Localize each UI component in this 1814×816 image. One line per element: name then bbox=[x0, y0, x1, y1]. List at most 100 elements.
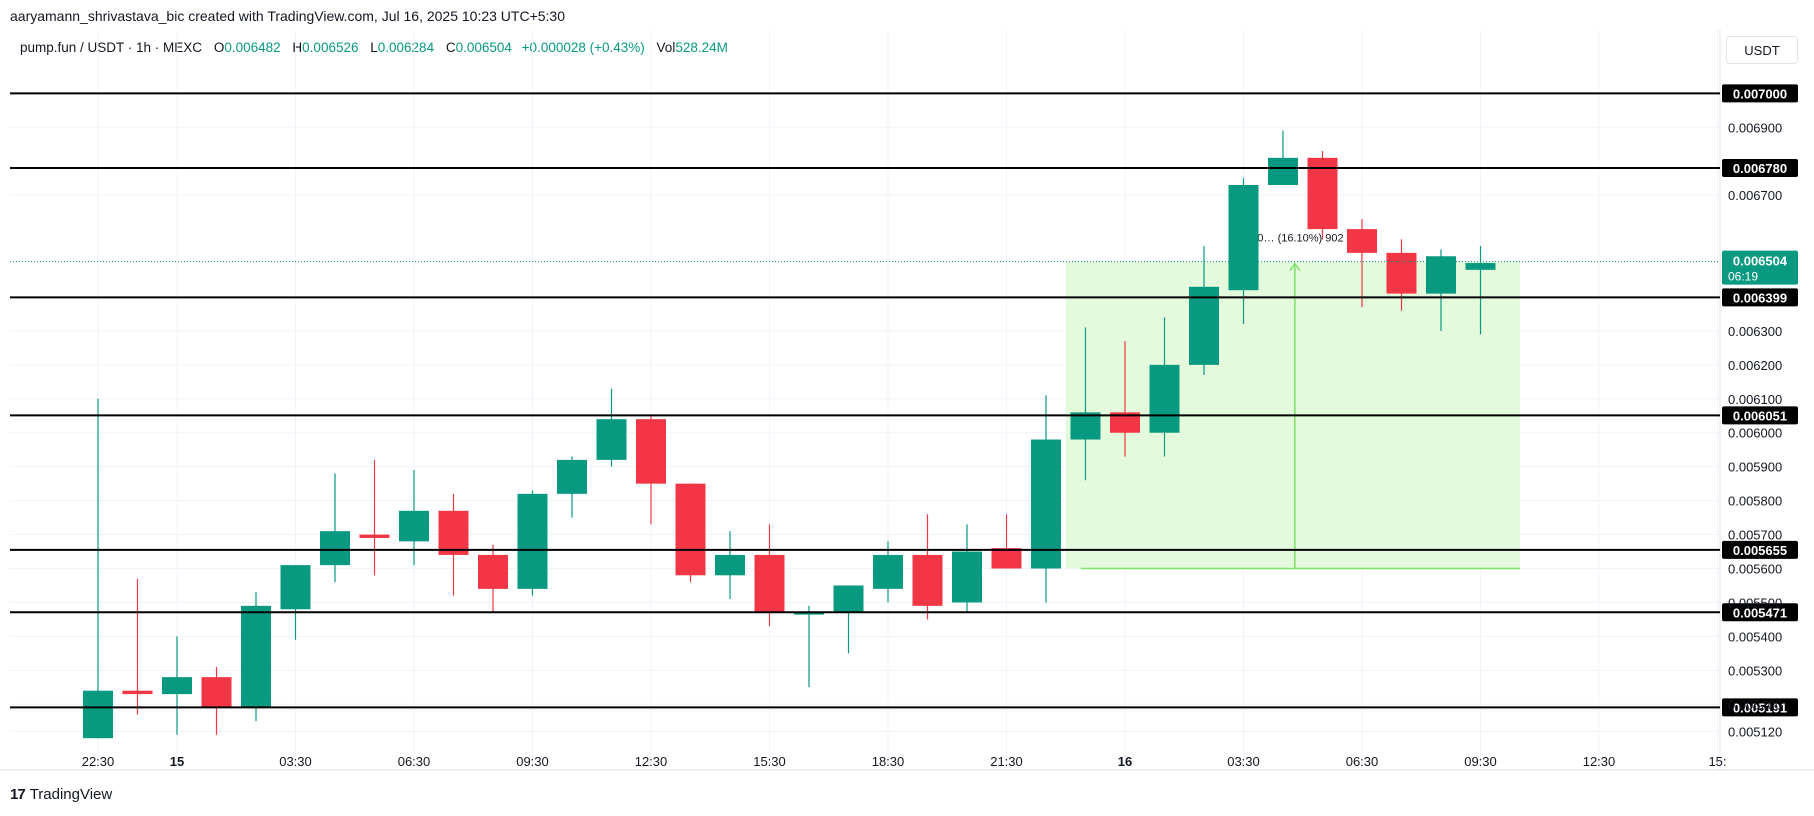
candle-body bbox=[794, 612, 824, 615]
low-value: 0.006284 bbox=[377, 40, 435, 55]
time-tick-label: 21:30 bbox=[990, 754, 1023, 769]
level-price-label: 0.005471 bbox=[1733, 605, 1787, 620]
candle-body bbox=[636, 419, 666, 484]
candle-body bbox=[1426, 256, 1456, 294]
candle-body bbox=[399, 510, 429, 542]
level-price-label: 0.006399 bbox=[1733, 290, 1787, 305]
candle-body bbox=[241, 605, 271, 708]
candle-body bbox=[1386, 252, 1417, 294]
high-value: 0.006526 bbox=[302, 40, 359, 55]
price-tick-label: 0.006300 bbox=[1728, 324, 1782, 339]
price-tick-label: 0.005700 bbox=[1728, 528, 1782, 543]
price-tick-label: 0.006900 bbox=[1728, 120, 1782, 135]
level-price-tag bbox=[1722, 406, 1798, 425]
candle-body bbox=[1307, 157, 1338, 230]
tradingview-logo[interactable]: 17 TradingView bbox=[10, 786, 112, 803]
price-tick-label: 0.005400 bbox=[1728, 629, 1782, 644]
candle-body bbox=[162, 677, 192, 695]
open-value: 0.006482 bbox=[224, 40, 281, 55]
open-label: O bbox=[213, 40, 225, 55]
candle-body bbox=[596, 419, 627, 460]
volume-label: Vol bbox=[656, 40, 676, 55]
candle-body bbox=[1149, 364, 1180, 433]
time-tick-label: 15:30 bbox=[753, 754, 786, 769]
close-label: C bbox=[445, 40, 456, 55]
level-price-label: 0.005655 bbox=[1733, 543, 1787, 558]
candle-body bbox=[517, 493, 548, 589]
candles bbox=[83, 130, 1496, 739]
candle-body bbox=[1347, 229, 1377, 253]
price-tick-label: 0.005800 bbox=[1728, 494, 1782, 509]
chart-attribution: aaryamann_shrivastava_bic created with T… bbox=[10, 8, 566, 24]
price-axis: 0.006900 0.006700 0.006300 0.006200 0.006100… bbox=[1728, 120, 1782, 739]
level-price-label: 0.006051 bbox=[1733, 408, 1787, 423]
candle-body bbox=[438, 510, 469, 555]
time-tick-label: 12:30 bbox=[635, 754, 668, 769]
grid-lines bbox=[0, 30, 1814, 771]
measure-label: 0.00… (16.10%) 902 bbox=[1242, 233, 1344, 245]
level-price-tag bbox=[1722, 540, 1798, 559]
price-tick-label: 0.005120 bbox=[1728, 724, 1782, 739]
time-tick-label: 09:30 bbox=[1464, 754, 1497, 769]
low-label: L bbox=[370, 40, 378, 55]
last-price-tag bbox=[1722, 250, 1798, 285]
level-price-tag bbox=[1722, 288, 1798, 307]
candle-body bbox=[478, 554, 508, 589]
level-price-label: 0.007000 bbox=[1733, 86, 1787, 101]
time-tick-label: 03:30 bbox=[279, 754, 312, 769]
level-price-tag bbox=[1722, 159, 1798, 178]
high-label: H bbox=[292, 40, 303, 55]
level-price-tag bbox=[1722, 84, 1798, 103]
time-tick-label: 12:30 bbox=[1583, 754, 1616, 769]
horizontal-levels: 0.007000 0.006780 0.006399 0.006051 0.005655… bbox=[10, 84, 1798, 717]
time-tick-label: 06:30 bbox=[1346, 754, 1379, 769]
price-tick-label: 0.005200 bbox=[1728, 697, 1782, 712]
candle-body bbox=[557, 459, 587, 494]
level-price-tag bbox=[1722, 698, 1798, 717]
change-value: +0.000028 (+0.43%) bbox=[521, 40, 645, 55]
bar-countdown-label: 06:19 bbox=[1728, 270, 1758, 284]
price-tick-label: 0.006100 bbox=[1728, 392, 1782, 407]
candle-body bbox=[952, 551, 982, 603]
candle-body bbox=[754, 554, 785, 613]
candle-body bbox=[359, 534, 390, 538]
time-tick-label: 15 bbox=[170, 754, 184, 769]
time-tick-label: 06:30 bbox=[398, 754, 431, 769]
time-tick-label: 22:30 bbox=[82, 754, 115, 769]
symbol-name[interactable]: pump.fun / USDT · 1h · MEXC bbox=[20, 40, 203, 55]
symbol-legend: pump.fun / USDT · 1h · MEXC O0.006482 H0… bbox=[20, 40, 728, 55]
level-price-tag bbox=[1722, 603, 1798, 622]
volume-value: 528.24M bbox=[675, 40, 728, 55]
time-tick-label: 03:30 bbox=[1227, 754, 1260, 769]
price-tick-label: 0.006700 bbox=[1728, 188, 1782, 203]
candle-body bbox=[912, 554, 943, 606]
candle-body bbox=[1031, 439, 1061, 569]
time-tick-label: 16 bbox=[1118, 754, 1132, 769]
price-tick-label: 0.006000 bbox=[1728, 426, 1782, 441]
tradingview-brand: TradingView bbox=[29, 786, 113, 803]
price-tick-label: 0.005600 bbox=[1728, 562, 1782, 577]
price-tick-label: 0.005300 bbox=[1728, 663, 1782, 678]
candle-body bbox=[83, 690, 113, 739]
candle-body bbox=[873, 554, 903, 589]
candle-body bbox=[715, 554, 745, 576]
close-value: 0.006504 bbox=[455, 40, 512, 55]
measure-arrow-head bbox=[1289, 262, 1301, 272]
candle-body bbox=[1268, 157, 1298, 185]
candle-body bbox=[201, 677, 232, 708]
price-tick-label: 0.005500 bbox=[1728, 595, 1782, 610]
candle-body bbox=[675, 483, 706, 576]
time-tick-label: 15: bbox=[1708, 754, 1726, 769]
time-axis: 22:30 15 03:30 06:30 09:30 12:30 15:30 18:30 21:… bbox=[82, 754, 1727, 769]
candle-body bbox=[1465, 263, 1496, 270]
candle-body bbox=[991, 548, 1022, 569]
candle-body bbox=[1070, 412, 1101, 440]
price-tick-label: 0.005900 bbox=[1728, 460, 1782, 475]
currency-button[interactable]: USDT bbox=[1726, 36, 1798, 64]
candle-body bbox=[320, 531, 350, 566]
candle-body bbox=[833, 585, 864, 613]
candle-body bbox=[1228, 184, 1259, 291]
tradingview-logo-icon: 17 bbox=[10, 786, 26, 803]
level-price-label: 0.006780 bbox=[1733, 161, 1787, 176]
